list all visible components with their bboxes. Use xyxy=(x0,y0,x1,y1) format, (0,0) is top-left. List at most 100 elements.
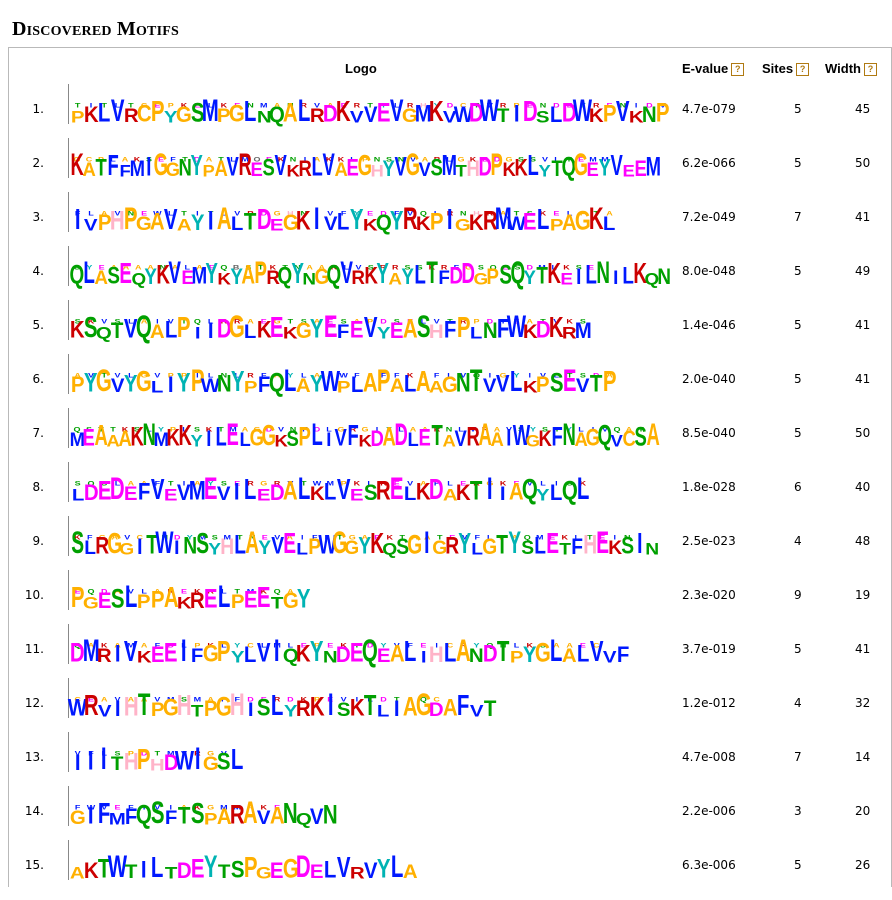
logo-glyph-minor: E xyxy=(261,533,268,541)
logo-glyph: P xyxy=(137,591,151,613)
evalue-help-icon[interactable]: ? xyxy=(731,63,745,76)
logo-glyph-minor: R xyxy=(481,425,489,433)
logo-glyph: K xyxy=(522,321,538,343)
logo-glyph: P xyxy=(150,699,165,721)
logo-glyph-minor: L xyxy=(287,641,294,649)
logo-glyph: L xyxy=(603,213,616,235)
logo-glyph: K xyxy=(588,105,604,127)
logo-glyph: L xyxy=(471,539,484,559)
logo-glyph-minor: V xyxy=(409,155,416,163)
logo-glyph-minor: T xyxy=(337,533,343,541)
sites-help-icon[interactable]: ? xyxy=(796,63,810,76)
logo-glyph-minor: G xyxy=(207,749,215,757)
motif-evalue: 2.2e-006 xyxy=(682,804,736,818)
logo-glyph-minor: V xyxy=(234,209,241,217)
logo-glyph-minor: L xyxy=(167,209,174,217)
logo-glyph: L xyxy=(239,429,251,451)
logo-glyph-minor: F xyxy=(170,155,176,163)
logo-glyph: P xyxy=(177,312,191,345)
logo-glyph: L xyxy=(164,317,177,344)
logo-glyph: V xyxy=(483,375,497,397)
logo-glyph: P xyxy=(536,373,550,398)
logo-glyph-minor: E xyxy=(340,101,347,109)
logo-glyph: G xyxy=(136,213,153,235)
logo-glyph: E xyxy=(389,319,404,344)
logo-glyph: A xyxy=(283,476,298,506)
logo-glyph: L xyxy=(270,690,284,723)
logo-glyph: G xyxy=(525,431,541,451)
logo-glyph: I xyxy=(101,742,108,777)
logo-glyph: G xyxy=(202,641,219,668)
logo-glyph-minor: L xyxy=(101,749,107,757)
logo-glyph: Q xyxy=(561,152,577,182)
logo-glyph: R xyxy=(351,267,366,289)
logo-glyph: F xyxy=(124,805,138,830)
logo-glyph-minor: E xyxy=(579,641,586,649)
logo-glyph: E xyxy=(124,483,138,505)
logo-glyph: N xyxy=(642,103,657,128)
logo-glyph: L xyxy=(377,701,390,721)
logo-glyph: A xyxy=(562,645,578,667)
logo-glyph: G xyxy=(119,539,135,559)
width-help-icon[interactable]: ? xyxy=(863,63,877,76)
logo-glyph-minor: F xyxy=(354,371,360,379)
logo-glyph-minor: A xyxy=(122,263,130,271)
logo-glyph-minor: L xyxy=(324,533,331,541)
logo-glyph-minor: V xyxy=(540,371,547,379)
logo-glyph: M xyxy=(441,150,457,183)
logo-glyph: E xyxy=(562,364,577,399)
logo-glyph-minor: R xyxy=(247,371,254,379)
logo-glyph: L xyxy=(470,323,483,343)
logo-glyph: P xyxy=(308,535,322,560)
logo-glyph-minor: E xyxy=(274,803,281,811)
logo-glyph: L xyxy=(311,418,323,453)
logo-glyph: G xyxy=(249,425,265,452)
logo-glyph-minor: V xyxy=(340,695,347,703)
logo-glyph-minor: S xyxy=(385,155,392,163)
logo-glyph-minor: T xyxy=(101,101,107,109)
logo-glyph-minor: E xyxy=(181,587,188,595)
logo-column: A xyxy=(403,840,418,882)
logo-glyph-minor: N xyxy=(287,101,294,109)
logo-glyph: W xyxy=(155,526,174,561)
logo-y-axis xyxy=(68,354,69,394)
logo-glyph-minor: G xyxy=(457,155,465,163)
logo-glyph: K xyxy=(336,96,351,129)
logo-glyph: E xyxy=(163,485,178,505)
logo-glyph: I xyxy=(114,641,121,668)
logo-glyph: V xyxy=(124,636,138,669)
logo-column: E xyxy=(310,840,324,882)
logo-glyph: I xyxy=(500,483,506,505)
logo-glyph: G xyxy=(535,638,552,668)
motif-width: 41 xyxy=(855,210,871,224)
logo-glyph-minor: A xyxy=(421,425,429,433)
logo-glyph: M xyxy=(82,634,100,669)
logo-glyph: T xyxy=(111,319,124,344)
logo-glyph: G xyxy=(573,148,589,183)
logo-column: A xyxy=(646,408,659,451)
logo-glyph: V xyxy=(610,150,624,183)
logo-glyph-minor: R xyxy=(391,263,399,271)
logo-column: K xyxy=(84,840,99,882)
column-header-evalue-label: E-value xyxy=(682,61,729,76)
